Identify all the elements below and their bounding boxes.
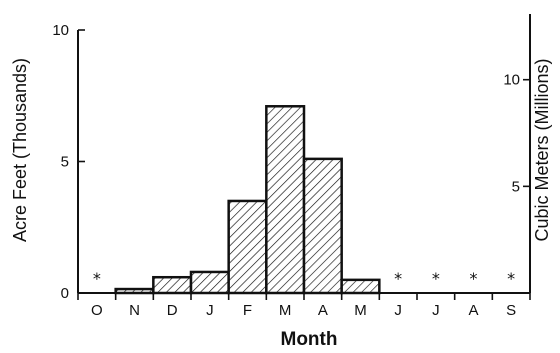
x-tick-label-0: O: [91, 302, 103, 319]
x-tick-label-8: J: [394, 302, 402, 319]
y-ticks-right: 5 10: [503, 72, 530, 195]
y-tick-left-label-5: 5: [61, 154, 69, 171]
trace-marker-8: *: [394, 269, 402, 288]
y-tick-right-label-10: 10: [503, 72, 520, 89]
x-tick-label-1: N: [129, 302, 140, 319]
trace-marker-9: *: [432, 269, 440, 288]
bar-3: [189, 270, 230, 295]
bars-group: [114, 105, 381, 295]
trace-markers-group: * * * * *: [93, 269, 515, 288]
x-tick-label-3: J: [206, 302, 214, 319]
x-tick-label-5: M: [279, 302, 292, 319]
x-tick-label-11: S: [506, 302, 516, 319]
bar-2: [152, 275, 193, 295]
x-tick-label-2: D: [167, 302, 178, 319]
bar-7: [340, 278, 381, 295]
trace-marker-11: *: [507, 269, 515, 288]
trace-marker-10: *: [470, 269, 478, 288]
bar-6: [302, 157, 343, 295]
y-tick-left-label-10: 10: [52, 22, 69, 39]
x-tick-label-10: A: [468, 302, 478, 319]
y-tick-right-label-5: 5: [512, 178, 520, 195]
bar-4: [227, 199, 268, 295]
x-tick-label-4: F: [243, 302, 252, 319]
x-axis-title: Month: [281, 329, 338, 350]
y-ticks-left: 0 5 10: [52, 22, 85, 302]
trace-marker-0: *: [93, 269, 101, 288]
x-tick-label-6: A: [318, 302, 328, 319]
y-tick-left-label-0: 0: [61, 285, 69, 302]
x-tick-label-9: J: [432, 302, 440, 319]
y-axis-title-left: Acre Feet (Thousands): [10, 58, 30, 242]
x-tick-label-7: M: [354, 302, 367, 319]
bar-5: [265, 105, 306, 295]
y-axis-title-right: Cubic Meters (Millions): [532, 58, 552, 241]
